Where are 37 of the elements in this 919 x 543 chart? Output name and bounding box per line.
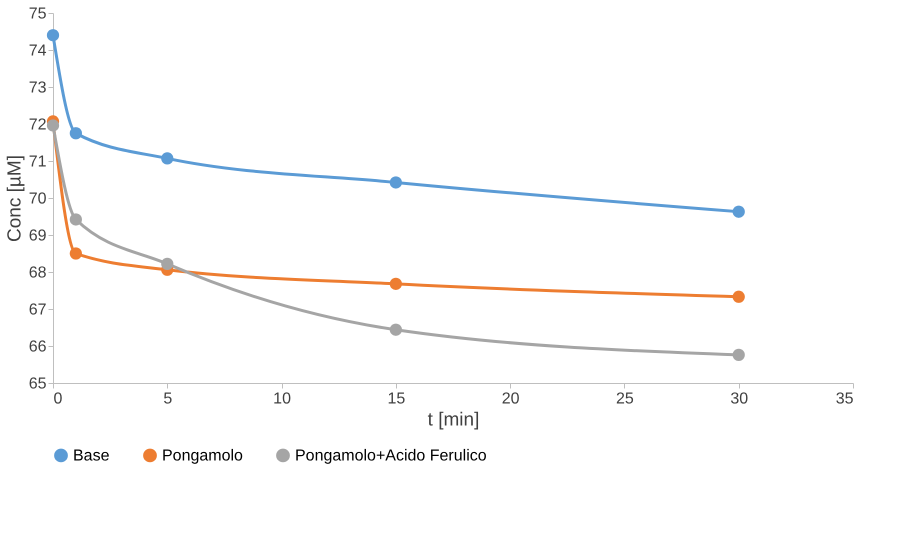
point bbox=[732, 348, 745, 361]
y-tick-label: 71 bbox=[28, 154, 47, 170]
point bbox=[732, 206, 745, 218]
point bbox=[46, 29, 60, 42]
y-tick-label: 73 bbox=[28, 80, 47, 96]
point bbox=[161, 152, 174, 165]
y-tick-label: 70 bbox=[28, 190, 47, 208]
point bbox=[161, 258, 174, 270]
x-tick-label: 10 bbox=[273, 390, 292, 408]
y-tick-label: 75 bbox=[28, 6, 47, 22]
y-tick-label: 65 bbox=[28, 376, 47, 392]
legend-label: Pongamolo bbox=[162, 447, 244, 464]
x-axis-title: t [min] bbox=[428, 410, 480, 430]
x-tick-label: 35 bbox=[836, 390, 854, 408]
y-axis-title: Conc [µM] bbox=[4, 155, 26, 242]
y-tick-label: 72 bbox=[28, 116, 47, 134]
point bbox=[70, 247, 82, 260]
x-tick-label: 25 bbox=[616, 390, 634, 408]
legend-label: Pongamolo+Acido Ferulico bbox=[295, 447, 487, 464]
point bbox=[732, 290, 745, 303]
y-tick-label: 67 bbox=[28, 302, 47, 318]
x-tick-label: 15 bbox=[387, 390, 406, 408]
point bbox=[390, 324, 402, 336]
legend-label: Base bbox=[73, 447, 110, 464]
point bbox=[70, 127, 82, 140]
y-tick-label: 68 bbox=[28, 264, 47, 282]
y-tick-label: 69 bbox=[28, 228, 47, 244]
point bbox=[46, 119, 60, 132]
point bbox=[70, 213, 82, 226]
x-tick-label: 5 bbox=[163, 390, 172, 408]
x-tick-label: 30 bbox=[730, 390, 748, 408]
x-tick-label: 20 bbox=[502, 390, 520, 408]
point bbox=[390, 176, 402, 189]
y-tick-label: 66 bbox=[28, 338, 47, 356]
x-tick-label: 0 bbox=[54, 390, 62, 408]
point bbox=[390, 278, 402, 290]
y-tick-label: 74 bbox=[28, 42, 47, 60]
